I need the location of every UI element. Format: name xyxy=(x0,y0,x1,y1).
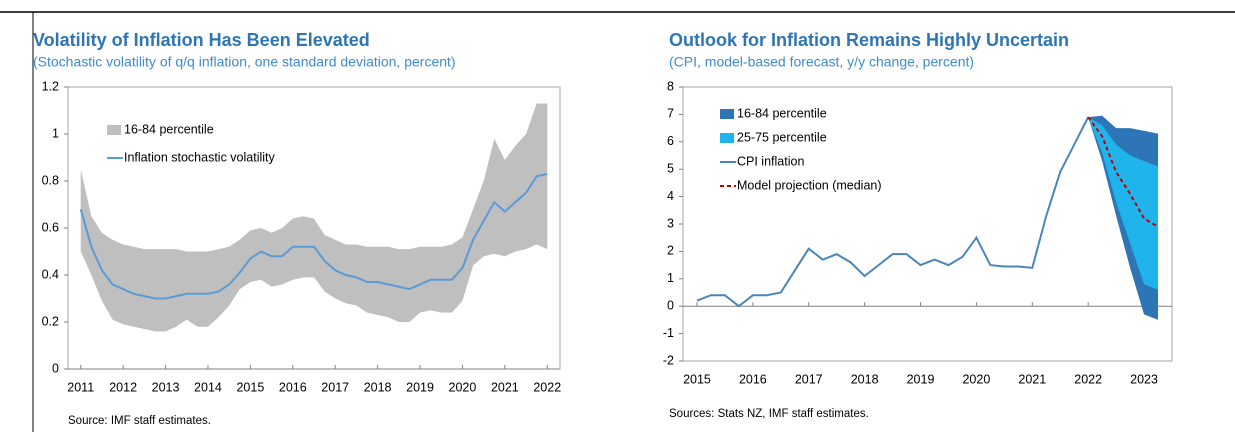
x-tick-label: 2022 xyxy=(533,380,561,394)
y-tick-label: 1 xyxy=(52,126,59,140)
x-tick-label: 2018 xyxy=(364,380,392,394)
band-area xyxy=(80,103,548,332)
legend-label: 16-84 percentile xyxy=(737,106,827,120)
chart-title: Outlook for Inflation Remains Highly Unc… xyxy=(669,30,1069,50)
y-tick-label: 7 xyxy=(667,107,674,121)
source-note: Sources: Stats NZ, IMF staff estimates. xyxy=(669,408,869,420)
x-tick-label: 2011 xyxy=(67,380,94,394)
y-tick-label: 0 xyxy=(667,298,674,312)
y-tick-label: -1 xyxy=(663,326,674,340)
legend-label: 25-75 percentile xyxy=(737,130,827,144)
legend-label: 16-84 percentile xyxy=(124,122,214,136)
x-tick-label: 2015 xyxy=(683,372,711,386)
x-tick-label: 2019 xyxy=(406,380,434,394)
legend-label: Model projection (median) xyxy=(737,178,882,192)
y-tick-label: 3 xyxy=(667,216,674,230)
x-tick-label: 2017 xyxy=(321,380,349,394)
data-line xyxy=(79,172,548,300)
y-tick-label: -2 xyxy=(663,353,674,367)
x-tick-label: 2019 xyxy=(907,372,935,386)
x-tick-label: 2021 xyxy=(1018,372,1046,386)
x-tick-label: 2012 xyxy=(109,380,137,394)
y-tick-label: 1 xyxy=(667,271,674,285)
y-tick-label: 2 xyxy=(667,244,674,258)
y-tick-label: 6 xyxy=(667,134,674,148)
data-line xyxy=(696,116,1090,308)
chart-subtitle: (Stochastic volatility of q/q inflation,… xyxy=(33,54,456,70)
x-tick-label: 2022 xyxy=(1074,372,1102,386)
y-tick-label: 1.2 xyxy=(42,79,59,93)
band-area xyxy=(1088,117,1159,290)
y-tick-label: 5 xyxy=(667,161,674,175)
y-tick-label: 0.2 xyxy=(42,314,59,328)
y-tick-label: 8 xyxy=(667,79,674,93)
x-tick-label: 2023 xyxy=(1130,372,1158,386)
source-note: Source: IMF staff estimates. xyxy=(68,415,211,427)
y-tick-label: 0.4 xyxy=(42,267,59,281)
x-tick-label: 2017 xyxy=(795,372,823,386)
legend-swatch xyxy=(720,133,734,143)
legend-label: Inflation stochastic volatility xyxy=(124,150,276,164)
y-tick-label: 0 xyxy=(52,361,59,375)
legend-label: CPI inflation xyxy=(737,154,804,168)
x-tick-label: 2020 xyxy=(449,380,477,394)
legend-swatch xyxy=(720,109,734,119)
y-tick-label: 0.8 xyxy=(42,173,59,187)
x-tick-label: 2013 xyxy=(152,380,180,394)
x-tick-label: 2016 xyxy=(279,380,307,394)
x-tick-label: 2014 xyxy=(194,380,222,394)
x-tick-label: 2016 xyxy=(739,372,767,386)
chart-title: Volatility of Inflation Has Been Elevate… xyxy=(33,30,370,50)
x-tick-label: 2015 xyxy=(236,380,264,394)
legend-swatch xyxy=(107,125,121,135)
x-tick-label: 2020 xyxy=(962,372,990,386)
x-tick-label: 2021 xyxy=(491,380,519,394)
chart-subtitle: (CPI, model-based forecast, y/y change, … xyxy=(669,54,974,70)
x-tick-label: 2018 xyxy=(851,372,879,386)
y-tick-label: 0.6 xyxy=(42,220,59,234)
y-tick-label: 4 xyxy=(667,189,674,203)
projection-line xyxy=(1087,116,1159,228)
